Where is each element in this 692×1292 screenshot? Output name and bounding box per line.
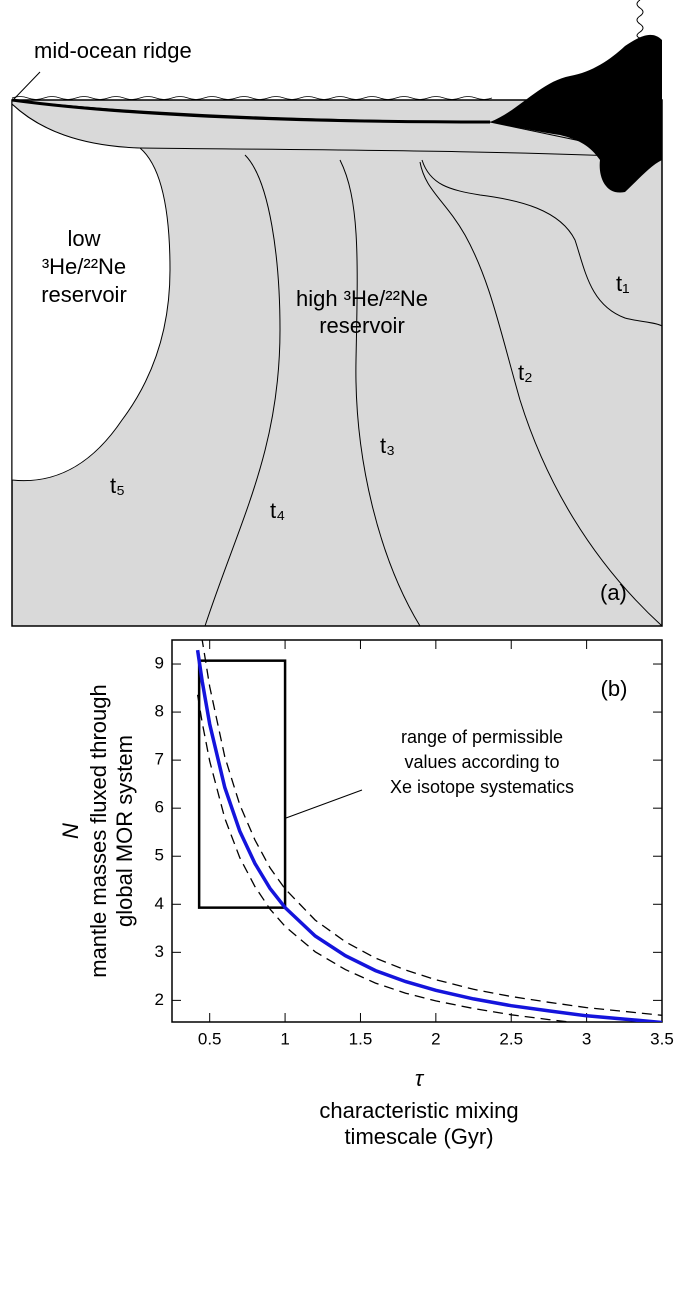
isochron xyxy=(204,154,281,627)
x-tick-label: 0.5 xyxy=(198,1029,222,1048)
y-axis-label: global MOR system xyxy=(112,735,137,927)
y-tick-label: 5 xyxy=(155,846,164,865)
reservoir-label: low xyxy=(67,226,100,251)
annotation: values according to xyxy=(404,752,559,772)
plume xyxy=(636,0,644,39)
permissible-region xyxy=(197,659,287,909)
ridge-leader xyxy=(13,71,41,100)
y-tick-label: 3 xyxy=(155,942,164,961)
x-tick-label: 2.5 xyxy=(499,1029,523,1048)
y-tick-label: 4 xyxy=(155,894,164,913)
plot-area xyxy=(195,640,662,1022)
reservoir-label: ³He/²²Ne xyxy=(42,254,126,279)
y-axis-label: mantle masses fluxed through xyxy=(86,684,111,978)
panel-a: mid-ocean ridge low ³He/²²Ne reservoir h… xyxy=(11,0,663,627)
isochron xyxy=(421,159,663,327)
ocean-floor xyxy=(11,98,491,124)
x-axis-label: timescale (Gyr) xyxy=(344,1124,493,1149)
sea-surface xyxy=(11,96,493,100)
reservoir-label: high ³He/²²Ne xyxy=(296,286,428,311)
annotation: Xe isotope systematics xyxy=(390,777,574,797)
x-axis-label: characteristic mixing xyxy=(319,1098,518,1123)
time-label: t₂ xyxy=(518,360,533,385)
reservoir-label: reservoir xyxy=(41,282,127,307)
annotation: range of permissible xyxy=(401,727,563,747)
y-tick-label: 8 xyxy=(155,702,164,721)
time-label: t₃ xyxy=(380,433,395,458)
panel-label: (a) xyxy=(600,580,627,605)
panel-b: (b) range of permissible values accordin… xyxy=(58,639,674,1149)
y-tick-label: 6 xyxy=(155,798,164,817)
x-tick-label: 2 xyxy=(431,1029,440,1048)
plot-frame xyxy=(171,639,663,1023)
x-tick-label: 1.5 xyxy=(349,1029,373,1048)
time-label: t₄ xyxy=(270,498,285,523)
y-axis-symbol: N xyxy=(58,823,83,839)
reservoir-label: reservoir xyxy=(319,313,405,338)
y-tick-label: 9 xyxy=(155,654,164,673)
time-label: t₅ xyxy=(110,473,125,498)
bound-curve xyxy=(196,694,576,1022)
bound-curve xyxy=(201,640,662,1016)
y-tick-label: 7 xyxy=(155,750,164,769)
x-tick-label: 1 xyxy=(280,1029,289,1048)
mixing-curve xyxy=(195,649,662,1022)
x-tick-label: 3 xyxy=(582,1029,591,1048)
time-label: t₁ xyxy=(616,271,630,296)
x-tick-label: 3.5 xyxy=(650,1029,674,1048)
ridge-label: mid-ocean ridge xyxy=(34,38,192,63)
x-axis-symbol: τ xyxy=(415,1066,425,1091)
annotation-leader xyxy=(285,789,363,819)
continent xyxy=(490,34,662,193)
y-tick-label: 2 xyxy=(155,990,164,1009)
panel-label: (b) xyxy=(601,676,628,701)
isochron xyxy=(339,159,421,627)
isochron xyxy=(419,161,663,627)
